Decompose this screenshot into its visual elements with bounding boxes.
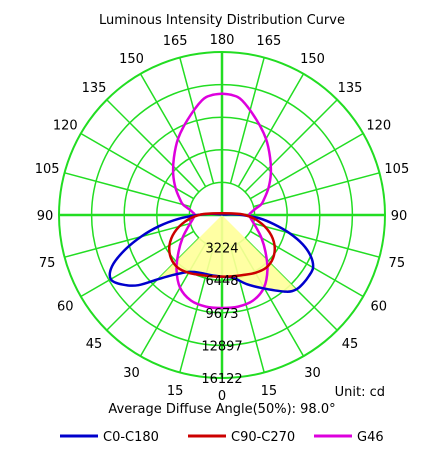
angle-tick-label: 120 (366, 119, 391, 134)
unit-label: Unit: cd (335, 385, 385, 400)
angle-tick-label: 90 (37, 209, 54, 224)
angle-tick-label: 15 (167, 384, 184, 399)
grid-spoke (253, 172, 380, 208)
chart-title: Luminous Intensity Distribution Curve (99, 13, 345, 28)
grid-spoke (106, 99, 200, 193)
angle-tick-label: 180 (210, 33, 235, 48)
series-curve-g46 (171, 92, 273, 310)
angle-tick-label: 60 (370, 300, 387, 315)
grid-spoke (179, 57, 215, 184)
grid-spoke (80, 230, 195, 298)
angle-tick-label: 75 (39, 256, 56, 271)
grid-spoke (244, 99, 338, 193)
legend: C0-C180 C90-C270 G46 (60, 430, 384, 445)
radial-tick-label: 12897 (201, 339, 242, 354)
grid-spoke (237, 73, 305, 188)
angle-tick-label: 135 (82, 81, 107, 96)
angle-tick-label: 45 (86, 337, 103, 352)
angle-tick-label: 75 (389, 256, 406, 271)
angle-tick-label: 150 (119, 52, 144, 67)
grid-spoke (249, 230, 364, 298)
angle-tick-label: 120 (53, 119, 78, 134)
grid-spoke (139, 73, 207, 188)
series-curve-c90-c270 (167, 211, 277, 278)
grid-spoke (64, 172, 191, 208)
radial-tick-label: 3224 (205, 242, 238, 257)
radial-tick-label: 9673 (205, 307, 238, 322)
fill-region (157, 215, 297, 292)
legend-label: C90-C270 (231, 430, 295, 445)
grid-spoke (64, 222, 191, 258)
angle-tick-label: 165 (163, 34, 188, 49)
grid-spoke (229, 57, 265, 184)
radial-tick-label: 6448 (205, 274, 238, 289)
angle-tick-label: 165 (256, 34, 281, 49)
angle-tick-label: 45 (342, 337, 359, 352)
angle-tick-label: 30 (304, 366, 321, 381)
angle-tick-label: 0 (218, 389, 226, 404)
radial-tick-labels: 3224 6448 9673 12897 16122 (201, 242, 242, 387)
angle-tick-label: 15 (261, 384, 278, 399)
grid-spoke (253, 222, 380, 258)
legend-label: C0-C180 (103, 430, 159, 445)
angle-tick-label: 150 (300, 52, 325, 67)
angle-tick-label: 105 (384, 162, 409, 177)
average-diffuse-angle-label: Average Diffuse Angle(50%): 98.0° (108, 402, 335, 417)
curves (108, 92, 315, 310)
legend-label: G46 (357, 430, 384, 445)
angle-tick-label: 90 (391, 209, 408, 224)
radial-tick-label: 16122 (201, 372, 242, 387)
angle-tick-label: 30 (123, 366, 140, 381)
fill-wedge (157, 215, 297, 292)
angle-tick-label: 60 (57, 300, 74, 315)
angle-tick-label: 105 (35, 162, 60, 177)
angle-tick-label: 135 (338, 81, 363, 96)
